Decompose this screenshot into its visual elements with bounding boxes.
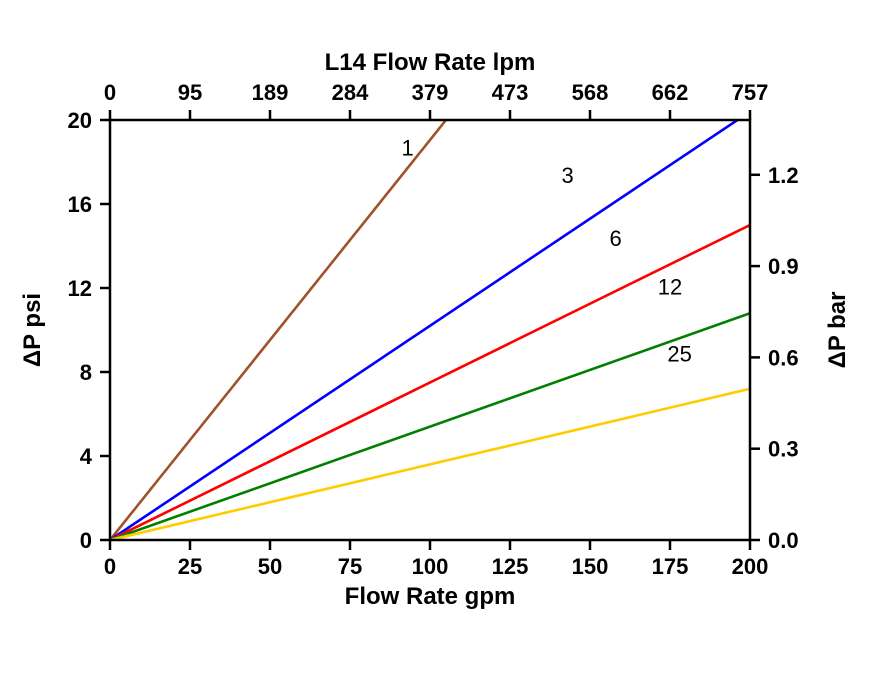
top-tick-label: 473 [492,80,529,105]
top-tick-label: 662 [652,80,689,105]
bottom-axis-title: Flow Rate gpm [345,583,516,610]
bottom-tick-label: 50 [258,554,282,579]
bottom-tick-label: 175 [652,554,689,579]
series-label-1: 1 [401,136,413,161]
bottom-tick-label: 150 [572,554,609,579]
top-tick-label: 284 [332,80,369,105]
series-label-25: 25 [667,342,691,367]
bottom-tick-label: 200 [732,554,769,579]
bottom-tick-label: 125 [492,554,529,579]
top-axis-title: L14 Flow Rate lpm [325,49,536,76]
top-tick-label: 757 [732,80,769,105]
top-tick-label: 379 [412,80,449,105]
left-tick-label: 0 [80,528,92,553]
series-label-3: 3 [561,163,573,188]
top-tick-label: 95 [178,80,202,105]
left-tick-label: 12 [68,276,92,301]
right-tick-label: 0.3 [768,437,799,462]
bottom-tick-label: 75 [338,554,362,579]
right-tick-label: 0.0 [768,528,799,553]
pressure-flow-chart: 13612250255075100125150175200Flow Rate g… [0,0,884,684]
top-tick-label: 0 [104,80,116,105]
left-tick-label: 8 [80,360,92,385]
left-tick-label: 20 [68,108,92,133]
right-tick-label: 0.9 [768,254,799,279]
right-tick-label: 1.2 [768,163,799,188]
bottom-tick-label: 25 [178,554,202,579]
bottom-tick-label: 0 [104,554,116,579]
right-tick-label: 0.6 [768,345,799,370]
series-label-12: 12 [658,274,682,299]
chart-container: 13612250255075100125150175200Flow Rate g… [0,0,884,684]
left-tick-label: 16 [68,192,92,217]
bottom-tick-label: 100 [412,554,449,579]
top-tick-label: 189 [252,80,289,105]
left-axis-title: ΔP psi [19,293,46,367]
right-axis-title: ΔP bar [824,292,851,369]
top-tick-label: 568 [572,80,609,105]
left-tick-label: 4 [80,444,93,469]
series-label-6: 6 [609,226,621,251]
